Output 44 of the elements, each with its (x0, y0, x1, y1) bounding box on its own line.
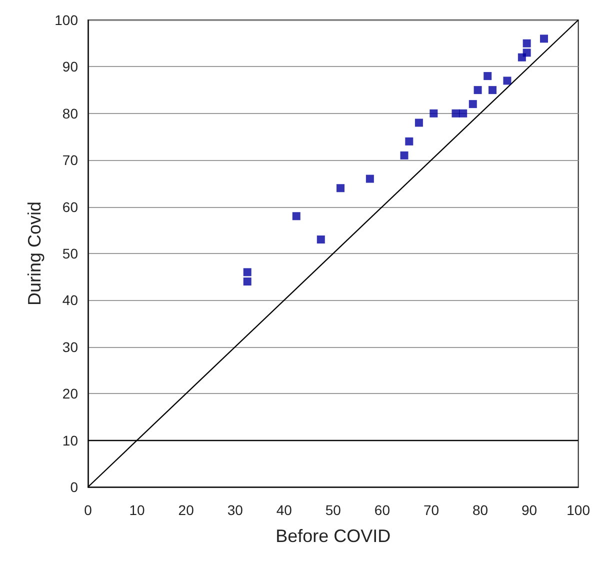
x-tick-label: 20 (178, 502, 194, 518)
point (400, 151, 408, 160)
point (468, 100, 477, 108)
y-tick-label: 20 (62, 386, 78, 402)
y-tick-label: 60 (62, 198, 78, 215)
point (292, 212, 300, 220)
point (452, 109, 460, 118)
x-tick-label: 30 (227, 502, 244, 518)
y-tick-label: 0 (70, 479, 78, 495)
y-tick-label: 90 (62, 58, 78, 75)
x-tick-label: 10 (129, 502, 146, 518)
x-tick-label: 100 (566, 502, 590, 518)
point (430, 109, 438, 118)
y-tick-label: 70 (62, 152, 78, 168)
point (366, 174, 374, 183)
x-tick-label: 70 (423, 502, 440, 518)
point (474, 86, 482, 94)
point (503, 76, 512, 85)
point (488, 86, 497, 94)
point (316, 235, 325, 244)
point (405, 137, 414, 146)
y-tick-label: 100 (54, 12, 78, 28)
x-axis-title: Before COVID (276, 526, 391, 546)
x-tick-label: 90 (522, 502, 538, 518)
point (518, 53, 526, 62)
point (336, 184, 345, 192)
x-tick-label: 0 (84, 502, 92, 518)
point (414, 118, 423, 127)
y-tick-label: 40 (62, 292, 78, 308)
y-tick-label: 80 (62, 105, 78, 122)
y-tick-label: 30 (62, 338, 78, 355)
y-axis-title: During Covid (24, 201, 45, 306)
point (243, 278, 252, 286)
x-tick-label: 60 (374, 502, 390, 518)
point (540, 34, 548, 43)
y-tick-label: 50 (62, 246, 78, 262)
point (522, 39, 531, 48)
point (243, 268, 252, 276)
x-tick-label: 50 (325, 502, 342, 518)
point (459, 109, 468, 118)
point (484, 72, 492, 80)
x-tick-label: 40 (276, 502, 292, 518)
x-tick-label: 80 (472, 502, 488, 518)
y-tick-label: 10 (62, 432, 78, 448)
